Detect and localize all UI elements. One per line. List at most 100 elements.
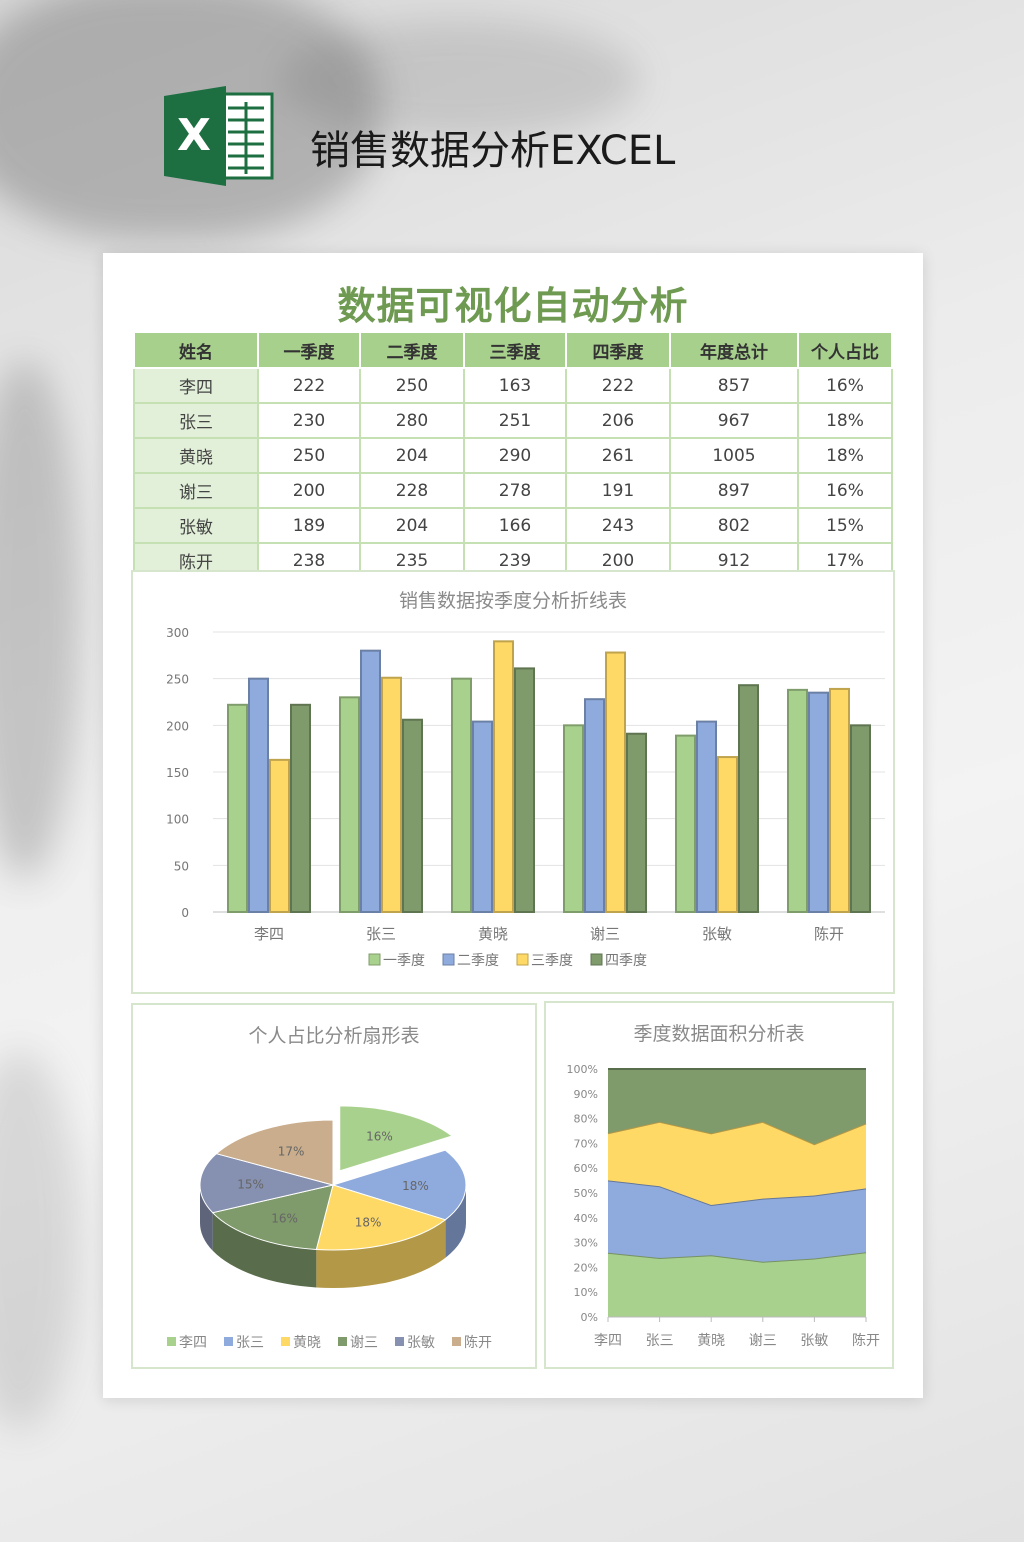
bar-四季度-谢三: [626, 732, 647, 913]
cell-q1: 200: [257, 472, 361, 509]
area-二季度: [608, 1180, 866, 1262]
legend-swatch: [281, 1337, 290, 1346]
x-tick-label: 陈开: [852, 1332, 880, 1349]
cell-q4: 243: [565, 507, 671, 544]
y-tick-label: 60%: [574, 1162, 598, 1175]
header-q2: 二季度: [359, 331, 465, 369]
bar-四季度-黄晓: [514, 667, 535, 914]
page-header: X 销售数据分析EXCEL: [160, 86, 760, 196]
cell-q1: 189: [257, 507, 361, 544]
table-row: 谢三 200 228 278 191 897 16%: [133, 472, 893, 509]
bar-一季度-黄晓: [451, 677, 472, 913]
pie-slice-张敏: [199, 1153, 334, 1214]
area-edge-二季度: [607, 1179, 867, 1206]
bar-四季度-张敏: [738, 684, 759, 913]
background-shadow: [0, 1050, 80, 1430]
pie-slice-谢三: [211, 1184, 334, 1251]
bar-三季度-陈开: [829, 687, 850, 913]
cell-name: 张三: [133, 402, 259, 439]
cell-q2: 250: [359, 367, 465, 404]
pie-data-label: 17%: [278, 1144, 305, 1158]
bar-一季度-张三: [339, 696, 360, 914]
cell-q1: 230: [257, 402, 361, 439]
legend-swatch: [452, 1337, 461, 1346]
pie-side-谢三: [212, 1212, 317, 1288]
bar-二季度-张三: [360, 649, 381, 914]
table-row: 李四 222 250 163 222 857 16%: [133, 367, 893, 404]
y-tick-label: 0: [181, 906, 189, 920]
pie-slice-张三: [331, 1149, 467, 1221]
area-chart-panel: 季度数据面积分析表 0% 10% 20% 30% 40% 50% 60% 70% 80% 90% 1…: [544, 1001, 894, 1369]
table-row: 张三 230 280 251 206 967 18%: [133, 402, 893, 439]
legend-swatch: [395, 1337, 404, 1346]
y-tick-label: 90%: [574, 1088, 598, 1101]
table-row: 张敏 189 204 166 243 802 15%: [133, 507, 893, 544]
bar-四季度-李四: [290, 703, 311, 913]
excel-logo-letter: X: [177, 110, 211, 161]
y-tick-label: 200: [166, 719, 189, 733]
excel-logo-icon: X: [164, 86, 274, 186]
bar-二季度-李四: [248, 677, 269, 913]
cell-q3: 166: [463, 507, 567, 544]
y-tick-label: 150: [166, 766, 189, 780]
bar-一季度-陈开: [787, 688, 808, 913]
area-一季度: [608, 1252, 866, 1317]
cell-q2: 280: [359, 402, 465, 439]
app-title: 销售数据分析EXCEL: [310, 128, 676, 174]
bar-chart-title: 销售数据按季度分析折线表: [398, 590, 627, 612]
cell-name: 李四: [133, 367, 259, 404]
x-tick-label: 谢三: [749, 1333, 777, 1349]
pie-chart-title: 个人占比分析扇形表: [248, 1025, 420, 1047]
x-tick-label: 黄晓: [478, 925, 508, 943]
cell-q4: 222: [565, 367, 671, 404]
cell-share: 18%: [797, 402, 893, 439]
cell-q3: 290: [463, 437, 567, 474]
y-tick-label: 250: [166, 673, 189, 687]
bar-一季度-谢三: [563, 724, 584, 913]
x-tick-label: 张三: [646, 1333, 674, 1349]
bar-chart-panel: 销售数据按季度分析折线表 0 50 100 150 200 250 300 李四 张三 黄晓 谢三 张…: [131, 570, 895, 994]
header-share: 个人占比: [797, 331, 893, 369]
area-chart: 0% 10% 20% 30% 40% 50% 60% 70% 80% 90% 100% 李四 张三 黄晓 谢…: [567, 1063, 880, 1349]
legend-swatch: [516, 953, 529, 966]
y-tick-label: 80%: [574, 1113, 598, 1126]
bar-三季度-黄晓: [493, 640, 514, 913]
pie-chart-panel: 个人占比分析扇形表 16% 18% 18% 16% 15% 17% 李四 张三 黄晓 谢三 张敏 陈开: [131, 1003, 537, 1369]
bar-三季度-谢三: [605, 651, 626, 914]
cell-q3: 278: [463, 472, 567, 509]
background-shadow: [0, 360, 80, 880]
cell-q4: 261: [565, 437, 671, 474]
sheet-title: 数据可视化自动分析: [337, 284, 689, 328]
sales-table: 姓名 一季度 二季度 三季度 四季度 年度总计 个人占比 李四 222 250 …: [133, 331, 893, 579]
header-name: 姓名: [133, 331, 259, 369]
x-tick-label: 陈开: [814, 925, 844, 943]
y-tick-label: 30%: [574, 1237, 598, 1250]
bar-四季度-张三: [402, 718, 423, 913]
cell-total: 1005: [669, 437, 799, 474]
bar-二季度-陈开: [808, 691, 829, 913]
header-total: 年度总计: [669, 331, 799, 369]
legend-label: 黄晓: [293, 1334, 321, 1351]
pie-slice-李四: [339, 1105, 454, 1172]
area-chart-title: 季度数据面积分析表: [633, 1023, 805, 1045]
cell-share: 15%: [797, 507, 893, 544]
legend-swatch: [338, 1337, 347, 1346]
legend-label: 李四: [179, 1335, 207, 1351]
x-tick-label: 张敏: [702, 925, 732, 943]
background-shadow: [280, 20, 640, 140]
y-tick-label: 20%: [574, 1261, 598, 1274]
table-header-row: 姓名 一季度 二季度 三季度 四季度 年度总计 个人占比: [133, 331, 893, 369]
cell-q1: 250: [257, 437, 361, 474]
x-tick-label: 张三: [366, 925, 396, 943]
table-row: 黄晓 250 204 290 261 1005 18%: [133, 437, 893, 474]
pie-data-label: 18%: [355, 1215, 382, 1229]
y-tick-label: 100: [166, 813, 189, 827]
pie-data-label: 16%: [271, 1212, 298, 1226]
header-q3: 三季度: [463, 331, 567, 369]
legend-label: 张三: [236, 1335, 264, 1351]
bar-一季度-李四: [227, 703, 248, 913]
cell-q4: 191: [565, 472, 671, 509]
pie-data-label: 18%: [402, 1179, 429, 1193]
pie-side-黄晓: [316, 1219, 446, 1288]
